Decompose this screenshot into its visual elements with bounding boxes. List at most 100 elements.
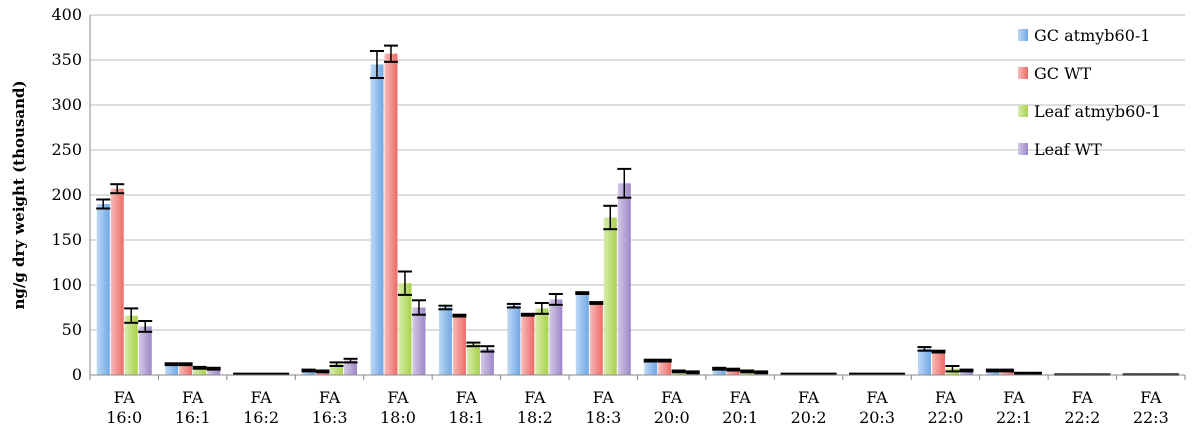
error-bar [110, 183, 125, 195]
legend-swatch [1018, 67, 1028, 79]
error-bar [999, 368, 1014, 373]
x-tick-label: FA 22:2 [1064, 388, 1100, 427]
error-bar [822, 372, 837, 376]
error-bar [671, 369, 686, 374]
x-tick-label: FA 20:3 [859, 388, 895, 427]
bar [179, 364, 193, 375]
bar [207, 368, 221, 375]
error-bar [506, 302, 521, 309]
x-tick-label: FA 18:0 [380, 388, 416, 427]
bar [959, 370, 973, 375]
x-tick-label: FA 18:1 [448, 388, 484, 427]
x-tick-label: FA 18:2 [517, 388, 553, 427]
error-bar [315, 369, 330, 374]
error-bar [138, 320, 153, 333]
error-bar [726, 367, 741, 372]
error-bar [534, 302, 549, 315]
bar [398, 283, 412, 375]
bar [480, 348, 494, 375]
x-tick-label: FA 20:2 [791, 388, 827, 427]
error-bar [917, 346, 932, 352]
bar [370, 64, 384, 375]
error-bar [589, 301, 604, 305]
bars [96, 53, 1179, 375]
error-bar [261, 372, 276, 376]
error-bar [643, 358, 658, 363]
y-tick-label: 350 [51, 50, 82, 69]
legend-item: Leaf atmyb60-1 [1018, 102, 1161, 121]
bar [986, 370, 1000, 375]
error-bar [275, 372, 290, 376]
legend-item: GC atmyb60-1 [1018, 26, 1150, 45]
bar [931, 351, 945, 375]
bar [138, 326, 152, 375]
error-bar [863, 372, 878, 376]
bar [165, 364, 179, 375]
error-bar [164, 362, 179, 367]
error-bar [343, 357, 358, 364]
error-bar [233, 372, 248, 376]
bar [302, 370, 316, 375]
error-bar [603, 204, 618, 231]
bar [1000, 370, 1014, 375]
error-bar [96, 198, 111, 210]
bar [507, 305, 521, 375]
bar [658, 360, 672, 375]
error-bar [301, 368, 316, 373]
x-tick-label: FA 20:1 [722, 388, 758, 427]
error-bar [931, 349, 946, 354]
gridlines: 0 50 100 150 200 250 300 350 400 [51, 5, 1185, 384]
bar [589, 303, 603, 375]
error-bar [329, 361, 344, 367]
error-bar [657, 358, 672, 363]
bar [193, 367, 207, 375]
y-tick-label: 400 [51, 5, 82, 24]
error-bar [247, 372, 262, 376]
error-bar [178, 362, 193, 367]
legend-label: Leaf WT [1034, 140, 1102, 159]
error-bar [754, 370, 769, 375]
x-tick-label: FA 16:0 [106, 388, 142, 427]
bar [466, 344, 480, 375]
error-bar [548, 293, 563, 306]
bar [712, 368, 726, 375]
legend-label: Leaf atmyb60-1 [1034, 102, 1161, 121]
axes: FA 16:0 FA 16:1 FA 16:2 FA 16:3 FA 18:0 FA 18:1 FA 18… [89, 15, 1186, 427]
bar [549, 299, 563, 375]
error-bar [383, 44, 398, 63]
error-bar [452, 313, 467, 318]
error-bar [369, 50, 384, 79]
y-tick-label: 100 [51, 275, 82, 294]
x-tick-label: FA 20:0 [654, 388, 690, 427]
legend-swatch [1018, 29, 1028, 41]
bar [575, 293, 589, 375]
legend-swatch [1018, 143, 1028, 155]
y-tick-label: 200 [51, 185, 82, 204]
y-tick-label: 150 [51, 230, 82, 249]
legend-item: Leaf WT [1018, 140, 1102, 159]
x-tick-label: FA 22:1 [996, 388, 1032, 427]
bar [644, 360, 658, 375]
error-bar [891, 372, 906, 376]
y-tick-label: 300 [51, 95, 82, 114]
legend-swatch [1018, 105, 1028, 117]
error-bar [985, 368, 1000, 373]
error-bar [520, 312, 535, 317]
bar [412, 307, 426, 375]
error-bar [808, 372, 823, 376]
x-tick-label: FA 22:3 [1133, 388, 1169, 427]
bar [438, 307, 452, 375]
error-bar [575, 291, 590, 295]
y-tick-label: 250 [51, 140, 82, 159]
error-bar [712, 366, 727, 371]
x-tick-label: FA 16:2 [243, 388, 279, 427]
error-bar [206, 366, 221, 371]
error-bar [685, 370, 700, 375]
x-tick-label: FA 22:0 [928, 388, 964, 427]
bar [96, 204, 110, 375]
legend-label: GC atmyb60-1 [1034, 26, 1150, 45]
error-bar [1027, 371, 1042, 375]
legend-label: GC WT [1034, 64, 1092, 83]
bar [521, 314, 535, 375]
